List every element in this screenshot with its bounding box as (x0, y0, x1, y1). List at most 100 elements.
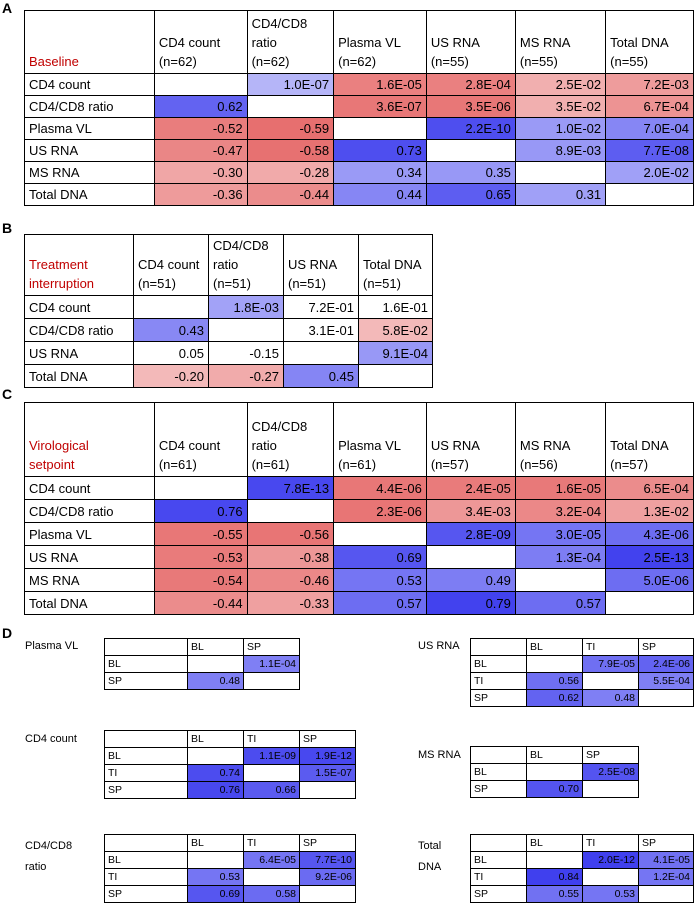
matrix-cell: 2.8E-09 (425, 522, 516, 546)
table-row: Total DNA -0.44 -0.33 0.57 0.79 0.57 (24, 591, 694, 615)
column-header: CD4 count (n=62) (153, 10, 248, 74)
d-title-total-dna: Total DNA (418, 840, 442, 873)
matrix-cell (333, 522, 427, 546)
header-row: BL TI SP (104, 730, 356, 748)
matrix-cell (153, 73, 248, 96)
matrix-cell: 0.05 (133, 341, 209, 365)
row-label: BL (470, 851, 527, 869)
row-label: SP (470, 689, 527, 707)
matrix-cell: -0.36 (153, 183, 248, 206)
column-header: Total DNA (n=55) (605, 10, 694, 74)
table-row: CD4 count 7.8E-13 4.4E-06 2.4E-05 1.6E-05 6.5… (24, 476, 694, 500)
matrix-cell: 5.5E-04 (638, 672, 694, 690)
matrix-cell (425, 139, 516, 162)
matrix-cell: 2.8E-04 (425, 73, 516, 96)
row-label: SP (104, 672, 188, 690)
row-label: BL (104, 747, 188, 765)
row-label: MS RNA (24, 161, 155, 184)
table-row: CD4 count 1.0E-07 1.6E-05 2.8E-04 2.5E-02 7.2… (24, 73, 694, 96)
header-row: BL TI SP (470, 638, 694, 656)
matrix-cell: 1.6E-05 (333, 73, 427, 96)
table-row: TI 0.84 1.2E-04 (470, 868, 694, 886)
matrix-cell (299, 781, 356, 799)
table-row: Total DNA -0.20 -0.27 0.45 (24, 364, 433, 388)
column-header: US RNA (n=55) (425, 10, 516, 74)
matrix-cell: 7.2E-01 (283, 295, 359, 319)
matrix-cell (605, 591, 694, 615)
matrix-cell: 0.57 (514, 591, 607, 615)
column-header: SP (299, 834, 356, 852)
matrix-cell: 7.7E-08 (605, 139, 694, 162)
d-table-us-rna: BL TI SP BL 7.9E-05 2.4E-06 TI 0.56 5.5E-04 SP 0.6… (470, 638, 694, 707)
matrix-cell: 0.53 (187, 868, 244, 886)
matrix-cell: -0.52 (153, 117, 248, 140)
matrix-cell: 1.1E-09 (243, 747, 300, 765)
matrix-cell: 1.5E-07 (299, 764, 356, 782)
matrix-cell: -0.38 (246, 545, 335, 569)
header-row: Virological setpoint CD4 count (n=61) CD4/CD… (24, 402, 694, 477)
row-label: CD4 count (24, 476, 155, 500)
row-label: Plasma VL (24, 522, 155, 546)
matrix-cell: 1.2E-04 (638, 868, 694, 886)
matrix-cell: 2.5E-02 (514, 73, 607, 96)
row-label: Total DNA (24, 591, 155, 615)
column-header: SP (299, 730, 356, 748)
matrix-cell: 0.62 (153, 95, 248, 118)
matrix-cell: 1.6E-01 (358, 295, 433, 319)
column-header: SP (638, 834, 694, 852)
table-row: US RNA -0.53 -0.38 0.69 1.3E-04 2.5E-13 (24, 545, 694, 569)
row-label: CD4 count (24, 295, 134, 319)
matrix-cell: -0.33 (246, 591, 335, 615)
matrix-cell (526, 655, 583, 673)
matrix-cell: 0.31 (514, 183, 607, 206)
table-row: SP 0.55 0.53 (470, 885, 694, 903)
row-label: US RNA (24, 545, 155, 569)
matrix-cell: 5.8E-02 (358, 318, 433, 342)
matrix-cell: 2.4E-06 (638, 655, 694, 673)
matrix-cell: 2.5E-13 (605, 545, 694, 569)
d-table-total-dna: BL TI SP BL 2.0E-12 4.1E-05 TI 0.84 1.2E-04 SP 0.5… (470, 834, 694, 903)
matrix-cell: 5.0E-06 (605, 568, 694, 592)
table-row: Total DNA -0.36 -0.44 0.44 0.65 0.31 (24, 183, 694, 206)
matrix-cell: 3.1E-01 (283, 318, 359, 342)
matrix-cell: 0.35 (425, 161, 516, 184)
matrix-cell: 1.6E-05 (514, 476, 607, 500)
matrix-cell: 0.44 (333, 183, 427, 206)
matrix-cell: 0.57 (333, 591, 427, 615)
table-row: SP 0.48 (104, 672, 300, 690)
matrix-cell: 6.5E-04 (605, 476, 694, 500)
panel-b-table: Treatment interruption CD4 count (n=51) CD4/… (24, 234, 433, 388)
row-label: Total DNA (24, 364, 134, 388)
matrix-cell (153, 476, 248, 500)
matrix-cell: 0.62 (526, 689, 583, 707)
column-header: MS RNA (n=56) (514, 402, 607, 477)
column-header: US RNA (n=51) (283, 234, 359, 296)
d-table-cd4-count: BL TI SP BL 1.1E-09 1.9E-12 TI 0.74 1.5E-07 SP 0.7… (104, 730, 356, 799)
section-title: Treatment interruption (24, 234, 134, 296)
row-label: SP (104, 885, 188, 903)
table-row: BL 6.4E-05 7.7E-10 (104, 851, 356, 869)
matrix-cell (582, 672, 639, 690)
matrix-cell (246, 499, 335, 523)
matrix-cell (246, 95, 335, 118)
matrix-cell: 3.5E-06 (425, 95, 516, 118)
section-title (104, 638, 188, 656)
matrix-cell (243, 764, 300, 782)
column-header: BL (187, 834, 244, 852)
section-title (104, 730, 188, 748)
row-label: TI (104, 868, 188, 886)
matrix-cell (208, 318, 284, 342)
matrix-cell: 0.79 (425, 591, 516, 615)
matrix-cell: 3.2E-04 (514, 499, 607, 523)
matrix-cell (514, 161, 607, 184)
table-row: BL 1.1E-04 (104, 655, 300, 673)
table-row: US RNA -0.47 -0.58 0.73 8.9E-03 7.7E-08 (24, 139, 694, 162)
matrix-cell: 3.4E-03 (425, 499, 516, 523)
row-label: Total DNA (24, 183, 155, 206)
matrix-cell: 0.45 (283, 364, 359, 388)
matrix-cell (333, 117, 427, 140)
row-label: SP (470, 780, 527, 798)
table-row: CD4 count 1.8E-03 7.2E-01 1.6E-01 (24, 295, 433, 319)
matrix-cell: 3.5E-02 (514, 95, 607, 118)
matrix-cell: 1.3E-04 (514, 545, 607, 569)
